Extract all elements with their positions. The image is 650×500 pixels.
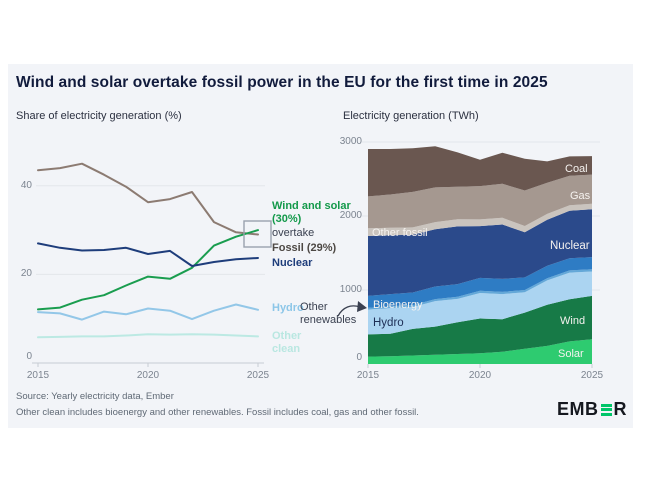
bioenergy-area-label: Bioenergy	[373, 299, 423, 311]
nuclear-line	[37, 242, 259, 267]
coal-area	[368, 146, 592, 197]
hydro-area-label: Hydro	[373, 317, 404, 329]
wind-and-solar-line	[37, 229, 259, 311]
left-chart-subtitle: Share of electricity generation (%)	[16, 110, 182, 122]
page-title: Wind and solar overtake fossil power in …	[16, 74, 548, 91]
hydro-line-label: Hydro	[272, 302, 304, 314]
solar-area	[368, 339, 592, 364]
other-renewables-arrowhead	[357, 301, 367, 312]
left-y-tick-label: 0	[26, 351, 32, 362]
wind-area-label: Wind	[560, 315, 586, 327]
gas-area-label: Gas	[570, 190, 591, 202]
other-fossil-area-label: Other fossil	[372, 227, 428, 239]
other-fossil-area	[368, 203, 592, 236]
right-x-tick-label: 2025	[580, 370, 604, 381]
right-x-tick-label: 2015	[356, 370, 380, 381]
note-line: Other clean includes bioenergy and other…	[16, 407, 419, 418]
right-y-tick-label: 1000	[339, 284, 362, 295]
coal-area-label: Coal	[565, 163, 588, 175]
source-line: Source: Yearly electricity data, Ember	[16, 391, 174, 402]
nuclear-area-label: Nuclear	[550, 240, 590, 252]
gas-area	[368, 174, 592, 229]
other-clean-line	[37, 333, 259, 339]
other-renewables-annotation: Other renewables	[300, 301, 357, 326]
fossil-line	[37, 162, 259, 236]
right-y-tick-label: 2000	[339, 210, 362, 221]
right-y-tick-label: 0	[356, 352, 362, 363]
ember-logo-text-left: EMB	[557, 399, 599, 419]
left-x-tick-label: 2015	[26, 370, 50, 381]
overtake-label: overtake	[272, 227, 315, 239]
nuclear-line-label: Nuclear	[272, 257, 313, 269]
ember-logo-e-icon	[600, 403, 612, 416]
left-y-tick-label: 20	[20, 268, 32, 280]
other-clean-label: Other clean	[272, 330, 302, 355]
left-y-tick-label: 40	[20, 179, 32, 191]
hydro-line	[37, 303, 259, 321]
wind-solar-label: Wind and solar (30%)	[272, 200, 351, 225]
crossover-highlight-box	[243, 220, 272, 248]
right-x-tick-label: 2020	[468, 370, 492, 381]
bioenergy-area	[368, 257, 592, 308]
ember-logo-text-right: R	[613, 399, 627, 419]
ember-logo: EMB R	[557, 399, 627, 420]
solar-area-label: Solar	[558, 348, 584, 360]
left-x-tick-label: 2025	[246, 370, 270, 381]
fossil-label: Fossil (29%)	[272, 242, 337, 254]
chart-card: Wind and solar overtake fossil power in …	[8, 64, 633, 428]
nuclear-area	[368, 209, 592, 296]
hydro-area	[368, 271, 592, 335]
right-y-tick-label: 3000	[339, 136, 362, 147]
right-chart-subtitle: Electricity generation (TWh)	[343, 110, 479, 122]
wind-area	[368, 295, 592, 357]
charts-canvas	[32, 141, 600, 368]
left-x-tick-label: 2020	[136, 370, 160, 381]
